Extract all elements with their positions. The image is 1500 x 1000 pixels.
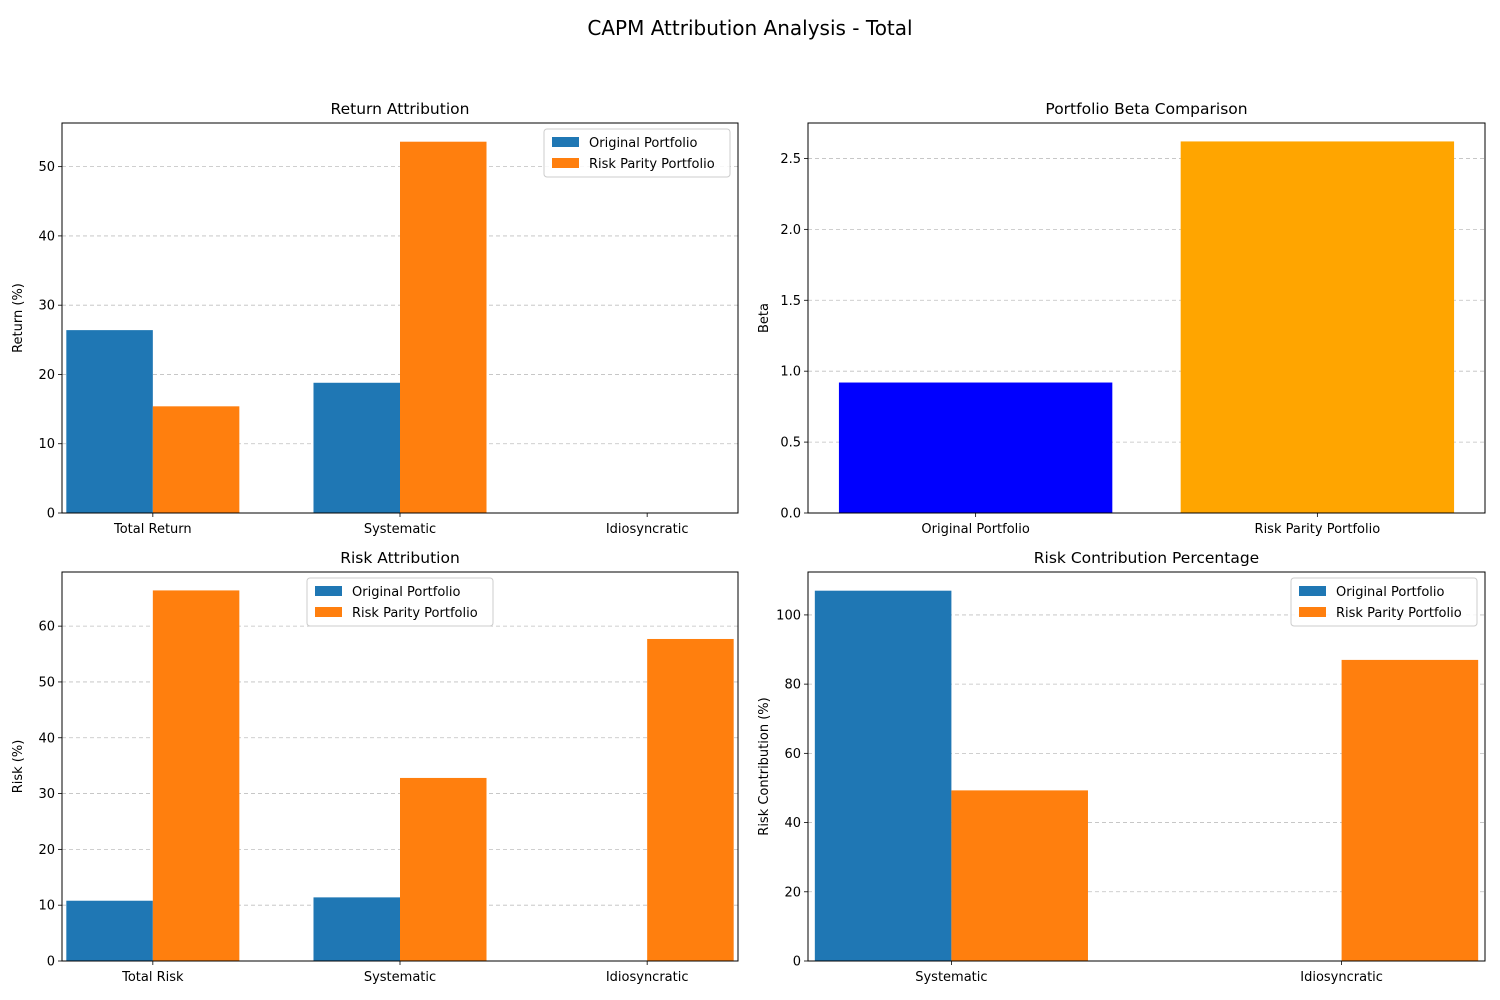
bar-risk-contribution-0-1	[951, 790, 1088, 961]
y-tick-label: 0	[47, 955, 55, 970]
bar-return-attribution-1-1	[400, 141, 487, 513]
y-tick-label: 1.5	[780, 294, 801, 309]
legend-box	[543, 128, 731, 178]
bar-beta-comparison-0-0	[838, 382, 1113, 513]
y-tick-label: 2.5	[780, 152, 801, 167]
x-tick-label: Idiosyncratic	[606, 522, 689, 537]
y-tick-label: 10	[38, 899, 55, 914]
bar-return-attribution-0-0	[66, 330, 153, 513]
y-tick-label: 0	[793, 955, 801, 970]
y-tick-label: 50	[38, 675, 55, 690]
legend: Original Portfolio Risk Parity Portfolio	[1290, 577, 1478, 627]
chart-title: Risk Contribution Percentage	[1034, 549, 1259, 567]
y-tick-label: 0	[47, 507, 55, 522]
y-tick-label: 20	[38, 368, 55, 383]
bar-risk-attribution-1-1	[400, 777, 487, 961]
chart-panel-risk-attribution: Total Risk Systematic Idiosyncratic 0 10 20 30…	[11, 549, 739, 985]
axes-frame	[807, 571, 1486, 962]
legend-swatch	[1299, 607, 1326, 617]
y-tick-label: 50	[38, 160, 55, 175]
y-axis-label: Beta	[757, 303, 772, 333]
y-tick-label: 60	[38, 620, 55, 635]
chart-panel-return-attribution: Total Return Systematic Idiosyncratic 0 10 20…	[11, 100, 739, 537]
y-tick-label: 40	[38, 731, 55, 746]
axes-frame	[61, 122, 739, 514]
x-tick-label: Systematic	[915, 970, 987, 985]
legend-label: Original Portfolio	[589, 136, 698, 151]
axes-frame	[807, 122, 1486, 514]
y-tick-label: 0.5	[780, 436, 801, 451]
y-tick-label: 2.0	[780, 223, 801, 238]
legend: Original Portfolio Risk Parity Portfolio	[306, 577, 494, 627]
x-tick-label: Risk Parity Portfolio	[1255, 522, 1381, 537]
y-tick-label: 80	[784, 678, 801, 693]
y-tick-label: 30	[38, 299, 55, 314]
y-tick-label: 1.0	[780, 365, 801, 380]
y-tick-label: 60	[784, 747, 801, 762]
legend-box	[306, 577, 494, 627]
y-tick-label: 30	[38, 787, 55, 802]
chart-panel-risk-contribution: Systematic Idiosyncratic 0 20 40 60 80 100 Risk …	[757, 549, 1486, 985]
bar-risk-attribution-0-0	[66, 900, 153, 961]
y-tick-label: 40	[784, 816, 801, 831]
x-tick-label: Idiosyncratic	[1300, 970, 1383, 985]
bar-risk-attribution-1-0	[313, 897, 400, 961]
legend-label: Risk Parity Portfolio	[1336, 606, 1462, 621]
y-tick-label: 20	[38, 843, 55, 858]
y-tick-label: 20	[784, 885, 801, 900]
bar-return-attribution-1-0	[313, 382, 400, 513]
y-tick-label: 40	[38, 229, 55, 244]
x-tick-label: Systematic	[364, 970, 436, 985]
legend-swatch	[315, 607, 342, 617]
legend: Original Portfolio Risk Parity Portfolio	[543, 128, 731, 178]
x-tick-label: Total Risk	[121, 970, 184, 985]
chart-title: Portfolio Beta Comparison	[1045, 100, 1247, 118]
x-tick-label: Idiosyncratic	[606, 970, 689, 985]
y-axis-label: Risk (%)	[11, 740, 26, 794]
x-tick-label: Systematic	[364, 522, 436, 537]
bar-return-attribution-0-1	[152, 406, 240, 513]
chart-title: Return Attribution	[331, 100, 470, 118]
x-tick-label: Total Return	[113, 522, 192, 537]
figure-title: CAPM Attribution Analysis - Total	[587, 16, 913, 40]
chart-title: Risk Attribution	[340, 549, 460, 567]
bar-risk-contribution-1-1	[1341, 659, 1479, 961]
axes-frame	[61, 571, 739, 962]
x-tick-label: Original Portfolio	[921, 522, 1030, 537]
legend-swatch	[1299, 586, 1326, 596]
legend-label: Original Portfolio	[352, 585, 461, 600]
y-tick-label: 0.0	[780, 507, 801, 522]
legend-swatch	[552, 158, 579, 168]
bar-risk-contribution-0-0	[814, 590, 952, 961]
legend-swatch	[552, 137, 579, 147]
bar-risk-attribution-2-1	[647, 638, 734, 961]
legend-swatch	[315, 586, 342, 596]
bar-risk-attribution-0-1	[152, 590, 240, 961]
legend-box	[1290, 577, 1478, 627]
y-tick-label: 10	[38, 437, 55, 452]
y-axis-label: Risk Contribution (%)	[757, 697, 772, 835]
legend-label: Risk Parity Portfolio	[352, 606, 478, 621]
legend-label: Risk Parity Portfolio	[589, 157, 715, 172]
chart-panel-beta-comparison: Original Portfolio Risk Parity Portfolio 0…	[757, 100, 1486, 537]
y-axis-label: Return (%)	[11, 283, 26, 353]
legend-label: Original Portfolio	[1336, 585, 1445, 600]
bar-beta-comparison-1-0	[1180, 141, 1455, 513]
y-tick-label: 100	[776, 608, 801, 623]
